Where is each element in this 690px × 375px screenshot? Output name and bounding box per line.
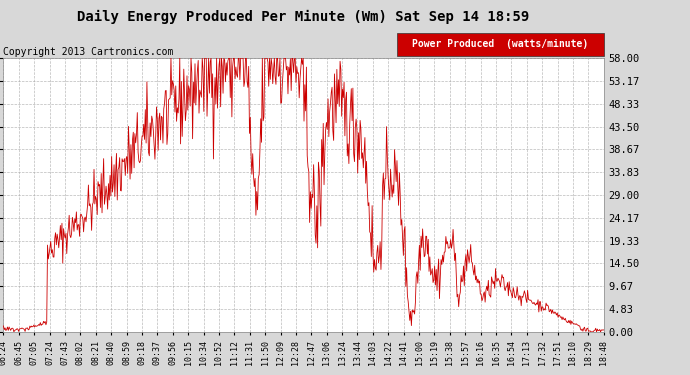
Text: Copyright 2013 Cartronics.com: Copyright 2013 Cartronics.com [3, 47, 174, 57]
Text: Daily Energy Produced Per Minute (Wm) Sat Sep 14 18:59: Daily Energy Produced Per Minute (Wm) Sa… [77, 9, 530, 24]
Text: Power Produced  (watts/minute): Power Produced (watts/minute) [412, 39, 589, 49]
